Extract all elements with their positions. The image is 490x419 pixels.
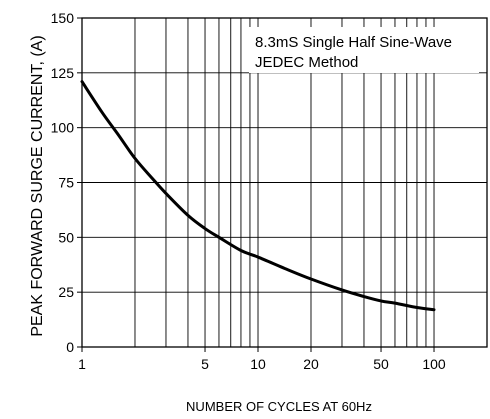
y-tick-label: 150 xyxy=(51,10,75,26)
x-tick-label: 10 xyxy=(250,356,266,372)
x-tick-label: 50 xyxy=(373,356,389,372)
x-tick-label: 1 xyxy=(78,356,86,372)
x-axis-title: NUMBER OF CYCLES AT 60Hz xyxy=(186,399,372,414)
x-tick-label: 20 xyxy=(303,356,319,372)
y-axis-title: PEAK FORWARD SURGE CURRENT, (A) xyxy=(29,35,46,336)
tick-labels: 0 25 50 75 100 125 150 1 5 10 20 50 100 xyxy=(51,10,446,372)
annotation-line-1: 8.3mS Single Half Sine-Wave xyxy=(255,34,452,51)
y-tick-label: 0 xyxy=(66,339,74,355)
grid xyxy=(82,18,487,347)
y-tick-label: 50 xyxy=(58,229,74,245)
y-tick-label: 75 xyxy=(58,175,74,191)
series-line xyxy=(80,80,436,312)
annotation-line-2: JEDEC Method xyxy=(255,54,358,71)
y-tick-label: 100 xyxy=(51,120,75,136)
x-tick-label: 100 xyxy=(422,356,446,372)
annotation-background xyxy=(249,27,479,73)
y-tick-label: 125 xyxy=(51,65,75,81)
y-tick-label: 25 xyxy=(58,284,74,300)
x-tick-label: 5 xyxy=(201,356,209,372)
